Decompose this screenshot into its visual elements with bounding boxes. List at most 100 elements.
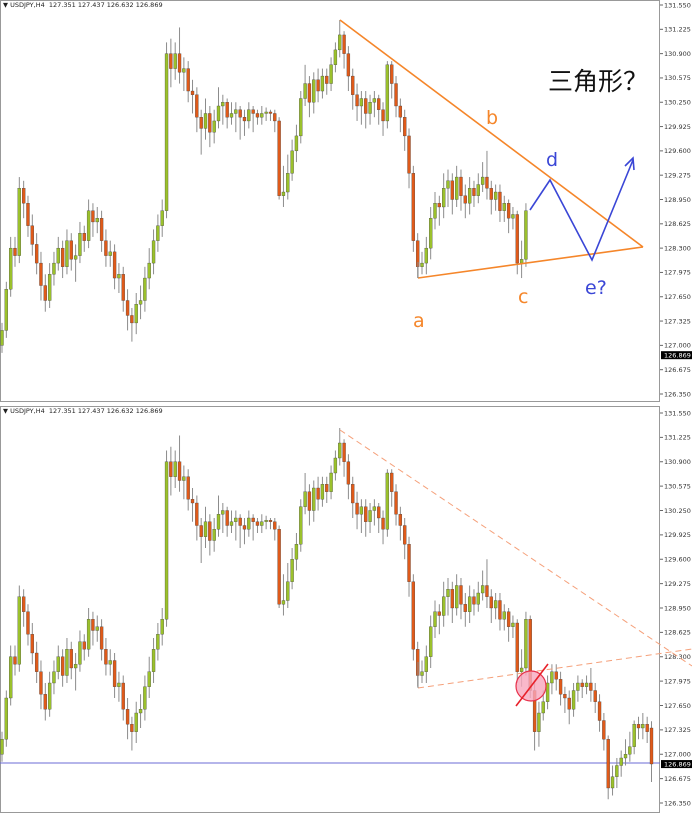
candle-bull xyxy=(545,682,550,702)
chart-panel-bottom[interactable]: ▼ USDJPY,H4 127.351 127.437 126.632 126.… xyxy=(0,406,692,814)
chart-header: ▼ USDJPY,H4 127.351 127.437 126.632 126.… xyxy=(3,1,163,9)
label-e: e? xyxy=(585,277,607,299)
candle-bull xyxy=(290,150,294,174)
candle-bull xyxy=(117,682,121,687)
chart-header: ▼ USDJPY,H4 127.351 127.437 126.632 126.… xyxy=(3,407,163,415)
candle-bull xyxy=(338,442,342,459)
y-tick-label: 127.000 xyxy=(664,342,691,350)
candle-bull xyxy=(385,64,390,122)
candle-bear xyxy=(515,214,519,264)
y-tick-label: 128.300 xyxy=(664,244,691,252)
candle-bear xyxy=(34,244,39,264)
candle-bear xyxy=(364,506,368,522)
candle-bear xyxy=(82,641,86,650)
candle-bear xyxy=(195,94,199,118)
candle-bear xyxy=(398,105,403,118)
candle-bear xyxy=(186,476,190,500)
candle-bull xyxy=(446,589,450,597)
candlestick-chart-top[interactable]: 131.550 131.225 130.900 130.575 130.250 129.9… xyxy=(0,0,692,404)
candle-bear xyxy=(21,596,26,612)
y-tick-label: 129.925 xyxy=(664,123,691,131)
candle-bull xyxy=(147,262,151,279)
candle-bull xyxy=(480,585,485,594)
candle-bull xyxy=(493,600,498,609)
candle-bull xyxy=(281,600,286,605)
candle-bull xyxy=(95,218,99,223)
candle-bull xyxy=(9,656,13,699)
candle-bear xyxy=(437,203,441,208)
candle-bear xyxy=(43,285,47,301)
candle-bull xyxy=(312,487,316,511)
candle-bear xyxy=(177,53,182,73)
candle-bear xyxy=(307,83,312,103)
candle-bear xyxy=(130,315,134,324)
candle-bear xyxy=(177,461,182,481)
candle-bull xyxy=(420,262,424,267)
candle-bull xyxy=(212,120,216,133)
label-d: d xyxy=(546,149,558,171)
candle-bear xyxy=(39,671,43,695)
candle-bull xyxy=(156,634,160,650)
y-tick-label: 127.000 xyxy=(664,751,691,759)
plot-frame xyxy=(0,0,660,402)
candle-bear xyxy=(268,111,273,114)
candle-bear xyxy=(325,484,329,492)
candle-bull xyxy=(429,626,433,657)
candle-bear xyxy=(411,581,416,650)
candle-bull xyxy=(182,476,186,481)
y-tick-label: 126.350 xyxy=(664,390,691,398)
candle-bear xyxy=(195,502,199,526)
candle-bull xyxy=(182,68,186,73)
candle-bull xyxy=(247,109,251,122)
candle-bull xyxy=(454,585,459,609)
candle-bear xyxy=(403,117,407,137)
candle-bull xyxy=(476,592,480,605)
candle-bull xyxy=(56,247,60,264)
candle-bull xyxy=(164,53,169,211)
candle-bull xyxy=(312,79,316,103)
candle-bear xyxy=(91,210,95,223)
candle-bear xyxy=(489,596,493,609)
candle-bull xyxy=(333,457,338,474)
y-tick-label: 130.250 xyxy=(664,507,691,515)
candle-bear xyxy=(125,709,130,725)
candle-bull xyxy=(372,506,377,511)
candle-bear xyxy=(597,701,602,721)
lower-trendline[interactable] xyxy=(417,246,644,279)
candle-bear xyxy=(130,724,134,732)
candle-bull xyxy=(281,191,286,196)
ohlc-readout: 127.351 127.437 126.632 126.869 xyxy=(48,407,163,415)
candle-bear xyxy=(316,487,320,500)
candle-bull xyxy=(632,724,636,747)
candle-bull xyxy=(294,135,299,152)
y-tick-label: 128.625 xyxy=(664,629,691,637)
candle-bull xyxy=(95,626,99,631)
candle-bull xyxy=(299,506,303,545)
candle-bull xyxy=(216,514,221,530)
dropdown-arrow-icon[interactable]: ▼ xyxy=(3,1,8,9)
y-tick-label: 129.600 xyxy=(664,147,691,155)
candle-bear xyxy=(606,739,610,789)
candle-bear xyxy=(351,484,355,504)
forecast-zigzag[interactable] xyxy=(529,159,634,262)
chart-panel-top[interactable]: ▼ USDJPY,H4 127.351 127.437 126.632 126.… xyxy=(0,0,692,404)
candle-bear xyxy=(82,233,86,241)
candle-bear xyxy=(273,113,277,122)
candle-bull xyxy=(433,611,437,627)
y-tick-label: 127.975 xyxy=(664,269,691,277)
candle-bull xyxy=(359,98,364,107)
dropdown-arrow-icon[interactable]: ▼ xyxy=(3,407,8,415)
candle-bull xyxy=(368,102,372,114)
candle-bull xyxy=(134,304,138,324)
candle-bear xyxy=(398,514,403,526)
candlestick-chart-bottom[interactable]: 131.550 131.225 130.900 130.575 130.250 129.9… xyxy=(0,406,692,814)
upper-trendline-dashed[interactable] xyxy=(339,429,692,667)
y-tick-label: 128.625 xyxy=(664,220,691,228)
candle-bull xyxy=(4,289,8,331)
lower-trendline-dashed[interactable] xyxy=(417,648,692,689)
candle-bull xyxy=(467,596,472,612)
candle-bull xyxy=(52,671,56,684)
upper-trendline[interactable] xyxy=(339,19,644,248)
candle-bear xyxy=(589,682,593,691)
candle-bear xyxy=(69,240,73,260)
